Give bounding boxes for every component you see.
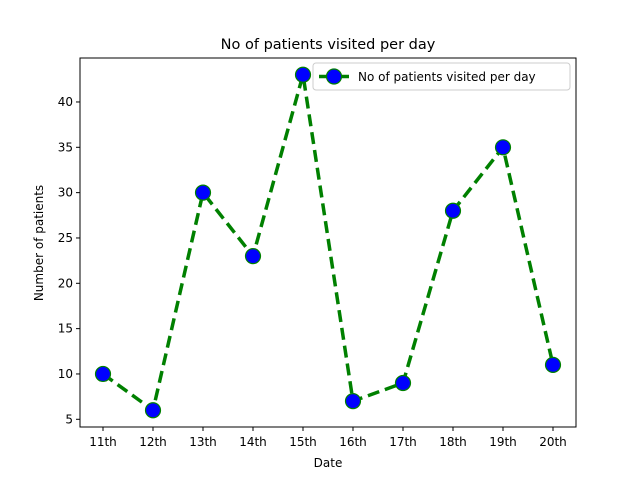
- x-tick-label: 15th: [289, 435, 317, 449]
- y-tick-label: 30: [58, 186, 73, 200]
- x-tick-label: 19th: [489, 435, 517, 449]
- data-point: [194, 184, 212, 201]
- y-tick-label: 15: [58, 322, 73, 336]
- chart-title: No of patients visited per day: [221, 37, 436, 53]
- series-line: [101, 73, 555, 412]
- data-point: [544, 356, 562, 373]
- x-tick-label: 12th: [139, 435, 167, 449]
- y-tick-label: 40: [58, 95, 73, 109]
- data-point: [94, 365, 112, 383]
- data-point: [144, 402, 162, 419]
- data-point: [244, 247, 262, 265]
- data-point: [494, 139, 512, 156]
- x-tick-label: 17th: [389, 435, 417, 449]
- legend-label: No of patients visited per day: [358, 70, 536, 84]
- data-point: [344, 393, 362, 410]
- x-tick-label: 13th: [189, 435, 217, 449]
- x-tick-label: 16th: [339, 435, 367, 449]
- x-tick-label: 14th: [239, 435, 267, 449]
- y-tick-label: 20: [58, 276, 73, 290]
- x-tick-label: 18th: [439, 435, 467, 449]
- plot-frame: [79, 57, 577, 428]
- x-axis-label: Date: [314, 456, 343, 470]
- y-tick-label: 25: [58, 231, 73, 245]
- y-tick-label: 35: [58, 140, 73, 154]
- data-point: [444, 202, 462, 219]
- y-tick-label: 10: [58, 367, 73, 381]
- data-point: [294, 66, 312, 83]
- x-tick-label: 11th: [89, 435, 117, 449]
- y-axis-label: Number of patients: [32, 185, 46, 301]
- legend-box: [312, 62, 571, 91]
- data-point: [394, 374, 412, 392]
- y-tick-label: 5: [65, 412, 73, 426]
- legend: No of patients visited per day: [312, 62, 571, 91]
- legend-marker: [325, 68, 343, 85]
- x-tick-label: 20th: [539, 435, 567, 449]
